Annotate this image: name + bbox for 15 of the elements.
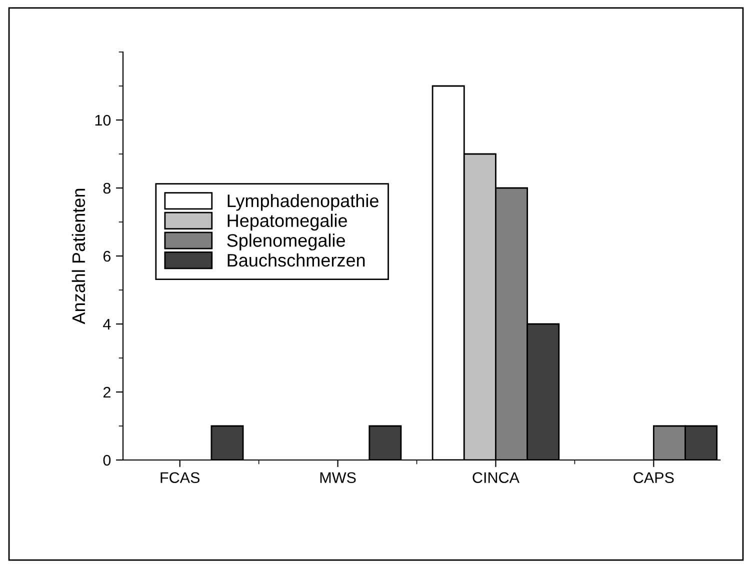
- y-tick-label: 8: [103, 182, 111, 194]
- y-tick-label: 2: [103, 386, 110, 398]
- legend-label: Bauchschmerzen: [228, 253, 365, 267]
- x-tick-label: FCAS: [160, 472, 200, 484]
- x-tick-label: CAPS: [634, 472, 674, 484]
- y-tick-label: 10: [95, 114, 111, 126]
- y-tick-label: 4: [103, 319, 111, 330]
- y-axis-title: Anzahl Patienten: [72, 188, 86, 324]
- y-tick-label: 6: [103, 250, 111, 262]
- legend-label: Splenomegalie: [227, 234, 345, 250]
- legend-label: Hepatomegalie: [228, 214, 347, 231]
- y-tick-label: 0: [103, 454, 111, 466]
- x-tick-label: MWS: [320, 472, 356, 484]
- x-tick-label: CINCA: [472, 472, 520, 484]
- legend-label: Lymphadenopathie: [228, 194, 378, 211]
